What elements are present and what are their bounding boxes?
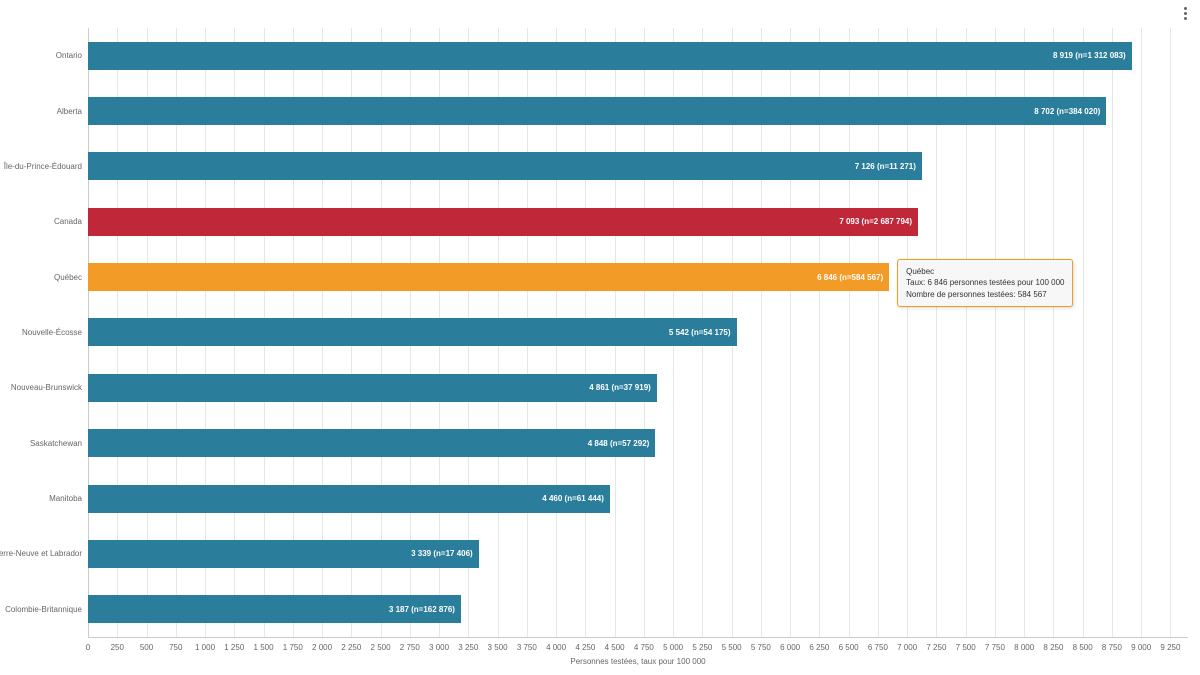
chart-menu-icon[interactable] bbox=[1178, 6, 1192, 20]
bar-value-label: 7 126 (n=11 271) bbox=[855, 152, 916, 180]
x-tick: 4 250 bbox=[575, 637, 595, 652]
bar[interactable]: 3 339 (n=17 406) bbox=[88, 540, 479, 568]
bar[interactable]: 8 919 (n=1 312 083) bbox=[88, 42, 1132, 70]
bar[interactable]: 4 861 (n=37 919) bbox=[88, 374, 657, 402]
x-axis-line bbox=[88, 637, 1188, 638]
bar-value-label: 4 861 (n=37 919) bbox=[589, 374, 651, 402]
bar-value-label: 4 848 (n=57 292) bbox=[588, 429, 650, 457]
category-label: Alberta bbox=[0, 83, 88, 138]
bar-row: Île-du-Prince-Édouard7 126 (n=11 271) bbox=[88, 139, 1188, 194]
bar-value-label: 6 846 (n=584 567) bbox=[817, 263, 883, 291]
x-tick: 3 250 bbox=[458, 637, 478, 652]
x-tick: 6 250 bbox=[809, 637, 829, 652]
bar-value-label: 3 339 (n=17 406) bbox=[411, 540, 473, 568]
x-tick: 4 500 bbox=[605, 637, 625, 652]
bar-row: Manitoba4 460 (n=61 444) bbox=[88, 471, 1188, 526]
bar-row: Colombie-Britannique3 187 (n=162 876) bbox=[88, 582, 1188, 637]
bar[interactable]: 4 848 (n=57 292) bbox=[88, 429, 655, 457]
x-tick: 4 000 bbox=[546, 637, 566, 652]
x-tick: 3 750 bbox=[517, 637, 537, 652]
category-label: Canada bbox=[0, 194, 88, 249]
x-tick: 7 000 bbox=[897, 637, 917, 652]
bar-row: Alberta8 702 (n=384 020) bbox=[88, 83, 1188, 138]
bar-value-label: 8 702 (n=384 020) bbox=[1034, 97, 1100, 125]
bar[interactable]: 4 460 (n=61 444) bbox=[88, 485, 610, 513]
x-tick: 250 bbox=[111, 637, 124, 652]
x-tick: 2 500 bbox=[371, 637, 391, 652]
x-tick: 1 250 bbox=[224, 637, 244, 652]
x-tick: 1 750 bbox=[283, 637, 303, 652]
plot-area: 02505007501 0001 2501 5001 7502 0002 250… bbox=[88, 28, 1188, 637]
bar[interactable]: 8 702 (n=384 020) bbox=[88, 97, 1106, 125]
bar-value-label: 5 542 (n=54 175) bbox=[669, 318, 731, 346]
category-label: Terre-Neuve et Labrador bbox=[0, 526, 88, 581]
tooltip-title: Québec bbox=[906, 267, 934, 276]
x-tick: 500 bbox=[140, 637, 153, 652]
x-tick: 1 000 bbox=[195, 637, 215, 652]
x-tick: 2 000 bbox=[312, 637, 332, 652]
category-label: Nouveau-Brunswick bbox=[0, 360, 88, 415]
tooltip: Québec Taux: 6 846 personnes testées pour… bbox=[897, 259, 1073, 307]
bar-row: Ontario8 919 (n=1 312 083) bbox=[88, 28, 1188, 83]
bar-row: Terre-Neuve et Labrador3 339 (n=17 406) bbox=[88, 526, 1188, 581]
x-axis-title: Personnes testées, taux pour 100 000 bbox=[88, 657, 1188, 666]
bar-value-label: 4 460 (n=61 444) bbox=[542, 485, 604, 513]
x-tick: 8 250 bbox=[1043, 637, 1063, 652]
x-tick: 6 000 bbox=[780, 637, 800, 652]
bar-value-label: 3 187 (n=162 876) bbox=[389, 595, 455, 623]
category-label: Saskatchewan bbox=[0, 416, 88, 471]
x-tick: 8 000 bbox=[1014, 637, 1034, 652]
x-tick: 5 750 bbox=[751, 637, 771, 652]
x-tick: 3 500 bbox=[488, 637, 508, 652]
bar-row: Nouvelle-Écosse5 542 (n=54 175) bbox=[88, 305, 1188, 360]
x-tick: 5 250 bbox=[692, 637, 712, 652]
tooltip-line: Nombre de personnes testées: 584 567 bbox=[906, 290, 1047, 299]
x-tick: 7 750 bbox=[985, 637, 1005, 652]
category-label: Nouvelle-Écosse bbox=[0, 305, 88, 360]
x-tick: 1 500 bbox=[254, 637, 274, 652]
category-label: Manitoba bbox=[0, 471, 88, 526]
x-tick: 9 000 bbox=[1131, 637, 1151, 652]
bar[interactable]: 6 846 (n=584 567) bbox=[88, 263, 889, 291]
bar[interactable]: 3 187 (n=162 876) bbox=[88, 595, 461, 623]
x-tick: 7 500 bbox=[956, 637, 976, 652]
x-tick: 2 750 bbox=[400, 637, 420, 652]
tooltip-line: Taux: 6 846 personnes testées pour 100 0… bbox=[906, 278, 1064, 287]
x-tick: 6 500 bbox=[839, 637, 859, 652]
x-tick: 5 000 bbox=[663, 637, 683, 652]
x-tick: 750 bbox=[169, 637, 182, 652]
x-tick: 0 bbox=[86, 637, 90, 652]
x-tick: 6 750 bbox=[868, 637, 888, 652]
chart-container: 0 250 500 750 1 000 1 250 1 500 1 750 2 000 2 250… bbox=[0, 0, 1200, 675]
category-label: Île-du-Prince-Édouard bbox=[0, 139, 88, 194]
x-tick: 8 750 bbox=[1102, 637, 1122, 652]
category-label: Colombie-Britannique bbox=[0, 582, 88, 637]
x-tick: 9 250 bbox=[1160, 637, 1180, 652]
x-tick: 5 500 bbox=[722, 637, 742, 652]
x-tick: 2 250 bbox=[341, 637, 361, 652]
bar-row: Saskatchewan4 848 (n=57 292) bbox=[88, 416, 1188, 471]
category-label: Ontario bbox=[0, 28, 88, 83]
bar[interactable]: 7 126 (n=11 271) bbox=[88, 152, 922, 180]
x-tick: 7 250 bbox=[926, 637, 946, 652]
bar-value-label: 7 093 (n=2 687 794) bbox=[839, 208, 912, 236]
bar-value-label: 8 919 (n=1 312 083) bbox=[1053, 42, 1126, 70]
bar[interactable]: 5 542 (n=54 175) bbox=[88, 318, 737, 346]
x-tick: 8 500 bbox=[1073, 637, 1093, 652]
x-tick: 4 750 bbox=[634, 637, 654, 652]
bar[interactable]: 7 093 (n=2 687 794) bbox=[88, 208, 918, 236]
bar-row: Canada7 093 (n=2 687 794) bbox=[88, 194, 1188, 249]
category-label: Québec bbox=[0, 249, 88, 304]
bar-row: Nouveau-Brunswick4 861 (n=37 919) bbox=[88, 360, 1188, 415]
x-tick: 3 000 bbox=[429, 637, 449, 652]
